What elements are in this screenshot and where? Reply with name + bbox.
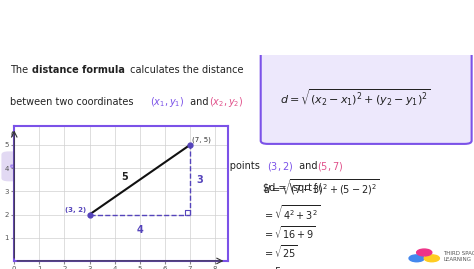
- Text: $(x_2, y_2)$: $(x_2, y_2)$: [209, 95, 243, 109]
- Text: and: and: [187, 97, 212, 107]
- Text: 4: 4: [137, 225, 143, 235]
- Text: $= \sqrt{4^2 + 3^2}$: $= \sqrt{4^2 + 3^2}$: [263, 204, 320, 222]
- Text: Find the distance between the points: Find the distance between the points: [78, 161, 263, 171]
- Text: $d$: $d$: [264, 64, 272, 76]
- Text: ✏ Example: ✏ Example: [10, 162, 56, 171]
- FancyBboxPatch shape: [261, 52, 472, 144]
- Text: $= 5$: $= 5$: [263, 265, 283, 269]
- Text: distance formula: distance formula: [32, 65, 125, 75]
- Text: between two coordinates: between two coordinates: [10, 97, 137, 107]
- Text: THIRD SPACE
LEARNING: THIRD SPACE LEARNING: [443, 251, 474, 262]
- Text: $d = \sqrt{(: $d = \sqrt{(: [263, 183, 322, 193]
- Text: $d = \sqrt{\left(x_2 - x_1\right)^2 + \left(y_2 - y_1\right)^2}$: $d = \sqrt{\left(x_2 - x_1\right)^2 + \l…: [280, 88, 430, 108]
- Text: on an $xy$-coordinate plane.: on an $xy$-coordinate plane.: [10, 127, 142, 141]
- Text: 3: 3: [196, 175, 203, 185]
- Text: (3, 2): (3, 2): [64, 207, 86, 213]
- Text: $= \sqrt{16 + 9}$: $= \sqrt{16 + 9}$: [263, 224, 316, 241]
- Circle shape: [409, 255, 424, 262]
- Text: $(5, 7)$: $(5, 7)$: [317, 160, 343, 173]
- Text: The: The: [10, 65, 32, 75]
- Text: 5: 5: [121, 172, 128, 182]
- Circle shape: [424, 255, 439, 262]
- Text: $= \sqrt{25}$: $= \sqrt{25}$: [263, 243, 298, 260]
- FancyBboxPatch shape: [1, 151, 80, 181]
- Text: calculates the distance: calculates the distance: [127, 65, 246, 75]
- Text: $(x_1, y_1)$: $(x_1, y_1)$: [150, 95, 184, 109]
- Text: $d = \sqrt{(7 - 3)^2 + (5 - 2)^2}$: $d = \sqrt{(7 - 3)^2 + (5 - 2)^2}$: [263, 178, 379, 197]
- Text: Distance Formula: Distance Formula: [12, 23, 188, 41]
- Text: and: and: [296, 161, 321, 171]
- Circle shape: [417, 249, 432, 256]
- Text: $(3, 2)$: $(3, 2)$: [267, 160, 293, 173]
- Text: (7, 5): (7, 5): [192, 137, 211, 143]
